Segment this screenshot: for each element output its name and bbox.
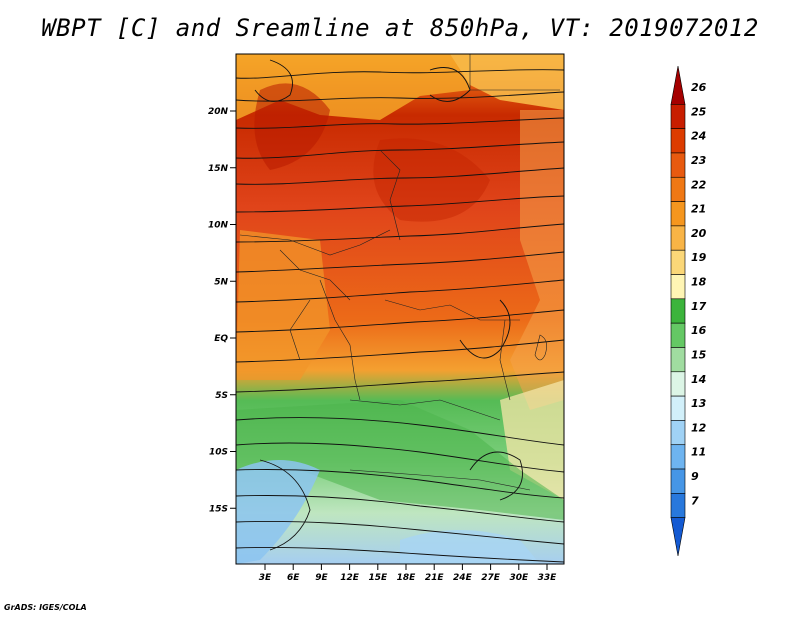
colorbar: 26 25 24 23 22 21 20 19 18 17 16 15 14 13 12 11 9 7 <box>670 65 707 557</box>
colorbar-label: 12 <box>691 421 707 434</box>
colorbar-label: 21 <box>691 203 706 216</box>
map-title: WBPT [C] and Sreamline at 850hPa, VT: 20… <box>41 14 759 42</box>
colorbar-segment <box>670 347 686 373</box>
footer-credit: GrADS: IGES/COLA <box>4 603 87 612</box>
colorbar-segment <box>670 493 686 518</box>
map-frame <box>235 53 565 565</box>
country-borders <box>239 54 560 491</box>
lon-label: 9E <box>315 573 328 583</box>
colorbar-segment <box>670 395 686 421</box>
colorbar-label: 7 <box>691 494 699 507</box>
lat-label: 10S <box>209 448 228 458</box>
lat-label: 5S <box>215 391 228 401</box>
colorbar-label: 11 <box>691 446 706 459</box>
colorbar-label: 23 <box>691 154 707 167</box>
map-panel <box>236 54 564 564</box>
lon-label: 27E <box>481 573 501 583</box>
colorbar-segment <box>670 176 686 202</box>
colorbar-label: 22 <box>691 178 707 191</box>
colorbar-label: 18 <box>691 276 707 289</box>
colorbar-label: 15 <box>691 348 707 361</box>
lon-label: 12E <box>340 573 360 583</box>
lon-label: 30E <box>509 573 529 583</box>
colorbar-segment <box>670 371 686 397</box>
colorbar-label: 16 <box>691 324 707 337</box>
colorbar-label: 24 <box>691 130 706 143</box>
lat-label: 20N <box>208 107 229 117</box>
colorbar-label: 19 <box>691 251 707 264</box>
colorbar-segment <box>670 322 686 348</box>
colorbar-segment <box>670 104 686 129</box>
colorbar-segment <box>670 65 686 105</box>
lon-label: 3E <box>259 573 272 583</box>
lon-label: 24E <box>453 573 473 583</box>
colorbar-segment <box>670 201 686 227</box>
lon-label: 18E <box>397 573 417 583</box>
colorbar-label: 9 <box>691 470 699 483</box>
colorbar-segment <box>670 152 686 178</box>
wbpt-max-north <box>254 83 330 170</box>
lat-label: 10N <box>208 221 229 231</box>
streamlines <box>236 59 564 563</box>
colorbar-segment <box>670 420 686 446</box>
colorbar-segment <box>670 298 686 324</box>
wbpt-region-east <box>510 110 564 410</box>
lat-label: 15S <box>209 504 228 514</box>
colorbar-label: 25 <box>691 105 707 118</box>
latitude-axis: 20N 15N 10N 5N EQ 5S 10S 15S <box>208 107 236 514</box>
lat-label: 15N <box>208 164 229 174</box>
colorbar-label: 14 <box>691 373 706 386</box>
colorbar-segment <box>670 274 686 300</box>
colorbar-label: 26 <box>691 81 707 94</box>
colorbar-segment <box>670 468 686 494</box>
colorbar-label: 17 <box>691 300 707 313</box>
colorbar-segment <box>670 444 686 470</box>
lat-label: EQ <box>214 334 228 344</box>
lon-label: 6E <box>287 573 300 583</box>
lon-label: 21E <box>425 573 445 583</box>
wbpt-max-central <box>373 138 490 222</box>
lat-label: 5N <box>214 277 228 287</box>
longitude-axis: 3E 6E 9E 12E 15E 18E 21E 24E 27E 30E 33E <box>259 564 557 583</box>
colorbar-label: 13 <box>691 397 707 410</box>
wbpt-region-west <box>236 230 330 380</box>
lon-label: 15E <box>368 573 388 583</box>
wbpt-region-south <box>236 400 564 520</box>
lon-label: 33E <box>538 573 558 583</box>
wbpt-region-northeast <box>450 54 564 110</box>
colorbar-label: 20 <box>691 227 707 240</box>
colorbar-segment <box>670 225 686 251</box>
colorbar-segment <box>670 249 686 275</box>
colorbar-segment <box>670 517 686 557</box>
colorbar-segment <box>670 128 686 154</box>
